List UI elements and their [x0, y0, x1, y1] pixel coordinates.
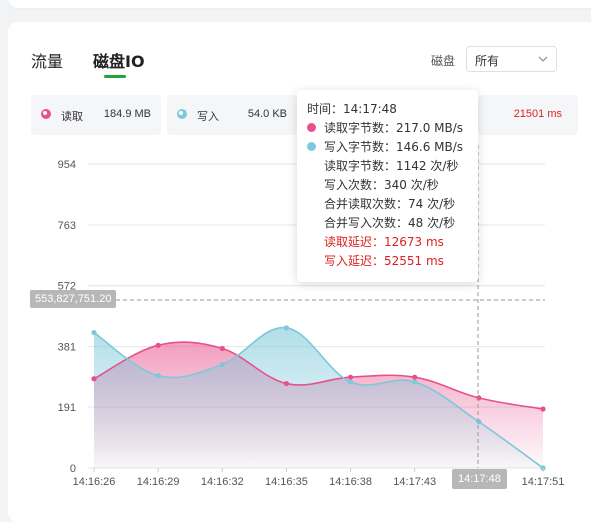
legend-read[interactable]: 读取 184.9 MB [31, 95, 161, 135]
x-tick-label: 14:16:32 [201, 476, 244, 488]
read-series-dot [307, 123, 316, 132]
tooltip-read-count: 读取字节数：1142 次/秒 [324, 159, 459, 173]
tab-traffic[interactable]: 流量 [31, 52, 64, 71]
x-tick-label: 14:16:29 [137, 476, 180, 488]
write-series-dot [177, 109, 187, 119]
tooltip-write-count: 写入次数：340 次/秒 [324, 178, 439, 192]
legend-latency-value: 21501 ms [513, 108, 562, 120]
tooltip-time: 时间：14:17:48 [307, 102, 397, 116]
disk-filter-label: 磁盘 [431, 54, 456, 68]
write-data-point[interactable] [412, 379, 418, 385]
tooltip-write-bytes-row: 写入字节数：146.6 MB/s [307, 138, 478, 157]
x-tick-label: 14:16:26 [73, 476, 116, 488]
crosshair-x-label: 14:17:48 [452, 469, 507, 489]
tab-disk-io[interactable]: 磁盘IO [93, 52, 145, 71]
tooltip-read-bytes: 读取字节数：217.0 MB/s [324, 121, 464, 135]
y-tick-label: 0 [70, 463, 76, 475]
write-data-point[interactable] [476, 419, 482, 425]
tooltip-read-latency: 读取延迟：12673 ms [324, 235, 444, 249]
legend-latency[interactable]: 21501 ms [478, 95, 578, 135]
x-tick-label: 14:16:35 [265, 476, 308, 488]
read-data-point[interactable] [91, 376, 97, 382]
read-data-point[interactable] [155, 342, 161, 348]
disk-io-chart: 0 191 381 572 763 954 14:16:26 14:16:29 14:16:3… [58, 145, 565, 488]
x-tick-label: 14:16:38 [329, 476, 372, 488]
read-data-point[interactable] [283, 380, 290, 387]
y-tick-label: 381 [58, 342, 76, 354]
crosshair-y-label: 553,827,751.20 [30, 290, 117, 308]
tooltip-merge-read: 合并读取次数：74 次/秒 [324, 197, 456, 211]
write-data-point[interactable] [283, 325, 290, 331]
tooltip-merge-write: 合并写入次数：48 次/秒 [324, 216, 456, 230]
top-card-edge [8, 0, 591, 8]
tooltip-write-latency: 写入延迟：52551 ms [324, 254, 444, 268]
write-series-dot [307, 142, 316, 151]
x-tick-label: 14:17:51 [522, 476, 565, 488]
legend-write-label: 写入 [197, 110, 219, 123]
legend-read-value: 184.9 MB [103, 108, 151, 120]
legend-write[interactable]: 写入 54.0 KB [167, 95, 297, 135]
y-tick-label: 954 [58, 159, 76, 171]
write-data-point[interactable] [219, 361, 225, 368]
chart-tooltip: 时间：14:17:48 读取字节数：217.0 MB/s 写入字节数：146.6… [297, 90, 478, 282]
legend-write-value: 54.0 KB [247, 108, 287, 120]
read-data-point[interactable] [219, 345, 225, 352]
y-tick-label: 763 [58, 220, 76, 232]
read-series-line [93, 341, 544, 410]
read-data-point[interactable] [476, 395, 482, 401]
read-series-dot [41, 109, 51, 119]
write-data-point[interactable] [347, 379, 354, 385]
y-tick-label: 572 [58, 281, 76, 293]
x-tick-label: 14:17:43 [393, 476, 436, 488]
legend-read-label: 读取 [61, 110, 83, 123]
read-data-point[interactable] [347, 374, 354, 380]
write-series-area [94, 327, 543, 468]
chevron-down-icon [538, 56, 548, 62]
read-data-point[interactable] [412, 374, 418, 380]
read-data-point[interactable] [540, 406, 546, 412]
active-tab-indicator [104, 75, 126, 78]
tooltip-write-bytes: 写入字节数：146.6 MB/s [324, 140, 464, 154]
y-tick-label: 191 [58, 402, 76, 414]
write-data-point[interactable] [155, 372, 161, 379]
tooltip-read-bytes-row: 读取字节数：217.0 MB/s [307, 119, 478, 138]
write-data-point[interactable] [91, 329, 97, 336]
disk-select[interactable]: 所有 [466, 46, 557, 72]
disk-select-value: 所有 [475, 54, 500, 68]
write-series-line [93, 326, 544, 469]
